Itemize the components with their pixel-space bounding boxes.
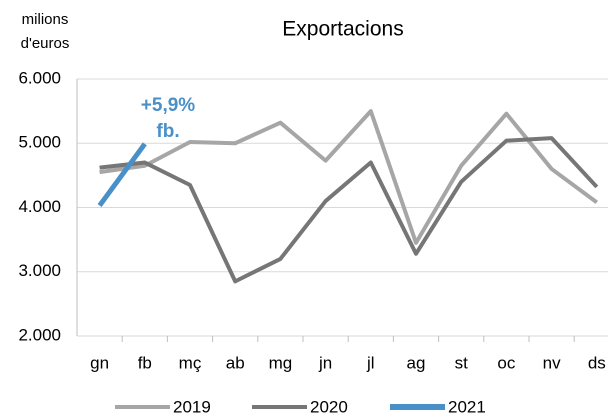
- series-line: [97, 142, 147, 208]
- y-tick-label: 2.000: [18, 325, 61, 344]
- y-tick-label: 5.000: [18, 133, 61, 152]
- x-tick-label: oc: [497, 353, 515, 372]
- legend-label: 2021: [448, 397, 486, 416]
- x-tick-label: fb: [138, 353, 152, 372]
- legend-label: 2019: [173, 397, 211, 416]
- series-line: [99, 136, 599, 284]
- annotation: fb.: [156, 121, 179, 142]
- x-tick-label: jn: [318, 353, 332, 372]
- x-tick-label: ab: [226, 353, 245, 372]
- legend-label: 2020: [310, 397, 348, 416]
- y-tick-label: 6.000: [18, 68, 61, 87]
- x-tick-label: nv: [543, 353, 561, 372]
- series-line: [99, 109, 598, 245]
- x-tick-label: ag: [407, 353, 426, 372]
- x-tick-label: mç: [179, 353, 202, 372]
- x-tick-label: ds: [588, 353, 606, 372]
- y-tick-label: 3.000: [18, 261, 61, 280]
- y-axis-label: d'euros: [21, 35, 70, 52]
- x-tick-label: st: [455, 353, 469, 372]
- y-tick-label: 4.000: [18, 197, 61, 216]
- x-tick-label: mg: [269, 353, 293, 372]
- annotation: +5,9%: [141, 95, 196, 116]
- chart-title: Exportacions: [282, 18, 403, 41]
- x-tick-label: gn: [90, 353, 109, 372]
- y-axis-label: milions: [22, 11, 69, 28]
- x-tick-label: jl: [366, 353, 375, 372]
